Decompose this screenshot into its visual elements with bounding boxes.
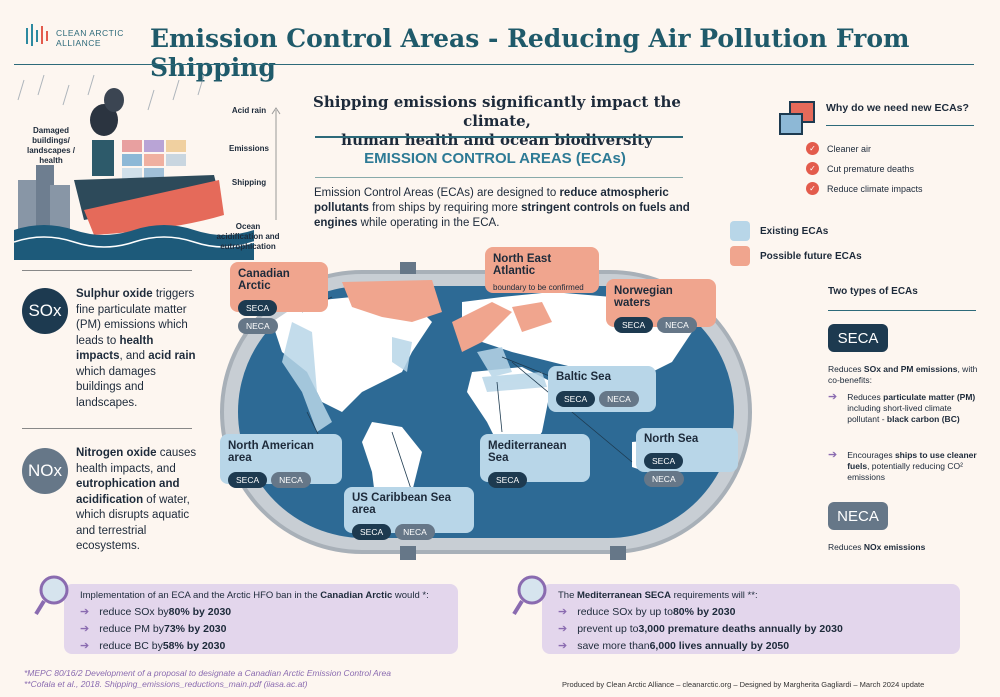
- legend-existing-swatch: [730, 221, 750, 241]
- why-item: ✓ Cut premature deaths: [806, 162, 923, 175]
- title-divider: [14, 64, 974, 65]
- arrow-icon: ➔: [828, 449, 838, 461]
- ecas-divider: [315, 177, 683, 178]
- label-acid-rain: Acid rain: [231, 106, 267, 115]
- seca-benefit-1: ➔ Reduces particulate matter (PM) includ…: [828, 391, 976, 425]
- region-mediterranean-sea[interactable]: Mediterranean Sea SECA: [480, 434, 590, 488]
- magnifier-icon: [34, 574, 74, 618]
- legend-future-swatch: [730, 246, 750, 266]
- why-divider: [826, 125, 974, 126]
- neca-badge: NECA: [599, 391, 639, 407]
- sox-text: Sulphur oxide triggers fine particulate …: [76, 288, 196, 409]
- left-divider-2: [22, 428, 192, 429]
- region-norwegian-waters[interactable]: Norwegian waters SECA NECA: [606, 279, 716, 333]
- arrow-icon: ➔: [80, 623, 90, 635]
- mediterranean-impact-box: The Mediterranean SECA requirements will…: [542, 584, 960, 654]
- types-divider: [828, 310, 976, 311]
- check-icon: ✓: [806, 182, 819, 195]
- arrow-icon: ➔: [80, 640, 90, 652]
- seca-badge: SECA: [556, 391, 596, 407]
- seca-badge: SECA: [488, 472, 528, 488]
- logo-icon: [24, 22, 50, 48]
- label-ocean: Ocean acidification and eutrophication: [216, 222, 280, 251]
- why-icon: [778, 100, 818, 136]
- types-title: Two types of ECAs: [828, 286, 918, 297]
- region-north-east-atlantic[interactable]: North East Atlantic boundary to be confi…: [485, 247, 599, 293]
- region-north-american-area[interactable]: North American area SECA NECA: [220, 434, 342, 488]
- region-us-caribbean[interactable]: US Caribbean Sea area SECA NECA: [344, 487, 474, 540]
- seca-badge: SECA: [352, 524, 392, 540]
- check-icon: ✓: [806, 142, 819, 155]
- neca-badge: NECA: [271, 472, 311, 488]
- label-shipping: Shipping: [231, 178, 267, 187]
- legend-future: Possible future ECAs: [760, 251, 862, 262]
- seca-badge: SECA: [228, 472, 268, 488]
- canadian-arctic-impact-box: Implementation of an ECA and the Arctic …: [64, 584, 458, 654]
- ecas-heading: EMISSION CONTROL AREAS (ECAs): [364, 150, 626, 167]
- seca-benefit-2: ➔ Encourages ships to use cleaner fuels,…: [828, 449, 977, 483]
- subtitle-divider: [315, 136, 683, 138]
- sox-icon: SOx: [22, 288, 68, 334]
- left-divider: [22, 270, 192, 271]
- why-item: ✓ Cleaner air: [806, 142, 923, 155]
- region-north-sea[interactable]: North Sea SECANECA: [636, 428, 738, 487]
- neca-badge: NECA: [657, 317, 697, 333]
- arrow-icon: ➔: [558, 623, 568, 635]
- ship-illustration: [13, 70, 284, 260]
- magnifier-icon: [512, 574, 552, 618]
- seca-badge: SECA: [644, 453, 684, 469]
- seca-description: Reduces SOx and PM emissions, with co-be…: [828, 364, 978, 385]
- seca-badge: SECA: [238, 300, 278, 316]
- label-damaged: Damaged buildings/ landscapes / health: [26, 126, 76, 165]
- seca-badge: SECA: [614, 317, 654, 333]
- region-baltic-sea[interactable]: Baltic Sea SECA NECA: [548, 366, 656, 412]
- check-icon: ✓: [806, 162, 819, 175]
- world-map: [212, 262, 760, 562]
- why-item: ✓ Reduce climate impacts: [806, 182, 923, 195]
- logo-text: CLEAN ARCTIC ALLIANCE: [56, 28, 124, 48]
- seca-label: SECA: [828, 324, 888, 352]
- arrow-icon: ➔: [558, 606, 568, 618]
- arrow-icon: ➔: [558, 640, 568, 652]
- neca-badge: NECA: [238, 318, 278, 334]
- why-list: ✓ Cleaner air ✓ Cut premature deaths ✓ Redu…: [806, 135, 923, 202]
- legend-existing: Existing ECAs: [760, 226, 829, 237]
- neca-label: NECA: [828, 502, 888, 530]
- subtitle: Shipping emissions significantly impact …: [313, 93, 681, 149]
- region-canadian-arctic[interactable]: Canadian Arctic SECANECA: [230, 262, 328, 334]
- neca-badge: NECA: [395, 524, 435, 540]
- arrow-icon: ➔: [80, 606, 90, 618]
- neca-description: Reduces NOx emissions: [828, 542, 926, 552]
- label-emissions: Emissions: [228, 144, 269, 153]
- intro-text: Emission Control Areas (ECAs) are design…: [314, 187, 690, 229]
- neca-badge: NECA: [644, 471, 684, 487]
- why-title: Why do we need new ECAs?: [826, 102, 969, 114]
- footnotes: *MEPC 80/16/2 Development of a proposal …: [24, 668, 391, 689]
- nox-icon: NOx: [22, 448, 68, 494]
- arrow-icon: ➔: [828, 391, 838, 403]
- nox-text: Nitrogen oxide causes health impacts, an…: [76, 447, 197, 552]
- credit: Produced by Clean Arctic Alliance – clea…: [562, 680, 925, 689]
- page-title: Emission Control Areas - Reducing Air Po…: [150, 24, 910, 82]
